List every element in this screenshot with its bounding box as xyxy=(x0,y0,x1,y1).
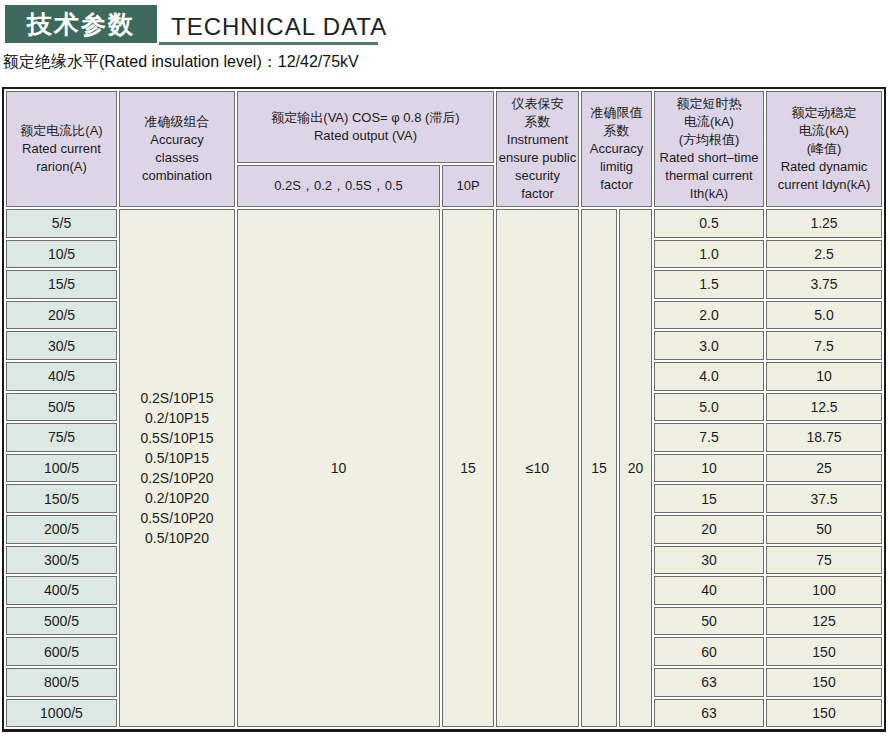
cell-ith: 3.0 xyxy=(654,331,764,360)
table-row: 5/5 0.2S/10P15 0.2/10P15 0.5S/10P15 0.5/… xyxy=(6,209,882,238)
cell-ith: 10 xyxy=(654,454,764,483)
cell-idyn: 50 xyxy=(766,515,882,544)
cell-accuracy-classes: 0.2S/10P15 0.2/10P15 0.5S/10P15 0.5/10P1… xyxy=(119,209,235,727)
cell-idyn: 3.75 xyxy=(766,270,882,299)
cell-ratio: 600/5 xyxy=(6,637,117,666)
cell-idyn: 150 xyxy=(766,668,882,697)
cell-ratio: 400/5 xyxy=(6,576,117,605)
cell-rated-output: 10 xyxy=(237,209,440,727)
cell-ratio: 100/5 xyxy=(6,454,117,483)
cell-ratio: 50/5 xyxy=(6,393,117,422)
cell-idyn: 1.25 xyxy=(766,209,882,238)
cell-ratio: 30/5 xyxy=(6,331,117,360)
cell-limit-factor-15: 15 xyxy=(581,209,617,727)
cell-idyn: 150 xyxy=(766,637,882,666)
cell-ith: 15 xyxy=(654,484,764,513)
cell-idyn: 25 xyxy=(766,454,882,483)
cell-ith: 30 xyxy=(654,546,764,575)
header-dynamic-current: 额定动稳定 电流(kA) (峰值) Rated dynamic current … xyxy=(766,91,882,207)
cell-ith: 63 xyxy=(654,668,764,697)
cell-idyn: 37.5 xyxy=(766,484,882,513)
cell-ratio: 40/5 xyxy=(6,362,117,391)
cell-ratio: 1000/5 xyxy=(6,699,117,728)
cell-ith: 5.0 xyxy=(654,393,764,422)
cell-idyn: 5.0 xyxy=(766,301,882,330)
cell-ratio: 150/5 xyxy=(6,484,117,513)
header-instrument-security-factor: 仪表保安 系数 Instrument ensure public securit… xyxy=(496,91,579,207)
header-output-10p: 10P xyxy=(442,165,494,207)
cell-10p: 15 xyxy=(442,209,494,727)
cell-ratio: 300/5 xyxy=(6,546,117,575)
cell-ith: 0.5 xyxy=(654,209,764,238)
cell-ith: 7.5 xyxy=(654,423,764,452)
cell-ratio: 5/5 xyxy=(6,209,117,238)
page-title-zh: 技术参数 xyxy=(5,5,157,43)
cell-ratio: 10/5 xyxy=(6,240,117,269)
header-output-classes: 0.2S，0.2，0.5S，0.5 xyxy=(237,165,440,207)
cell-ith: 1.0 xyxy=(654,240,764,269)
cell-idyn: 125 xyxy=(766,607,882,636)
cell-ith: 40 xyxy=(654,576,764,605)
cell-idyn: 10 xyxy=(766,362,882,391)
cell-ratio: 20/5 xyxy=(6,301,117,330)
cell-idyn: 12.5 xyxy=(766,393,882,422)
cell-idyn: 100 xyxy=(766,576,882,605)
cell-idyn: 2.5 xyxy=(766,240,882,269)
cell-ith: 4.0 xyxy=(654,362,764,391)
cell-idyn: 75 xyxy=(766,546,882,575)
cell-ith: 2.0 xyxy=(654,301,764,330)
cell-instrument-factor: ≤10 xyxy=(496,209,579,727)
header-short-time-thermal-current: 额定短时热 电流(kA) (方均根值) Rated short–time the… xyxy=(654,91,764,207)
cell-ith: 20 xyxy=(654,515,764,544)
cell-ith: 1.5 xyxy=(654,270,764,299)
cell-idyn: 18.75 xyxy=(766,423,882,452)
cell-ratio: 75/5 xyxy=(6,423,117,452)
header-rated-current-ratio: 额定电流比(A) Rated current rarion(A) xyxy=(6,91,117,207)
title-underline xyxy=(159,42,378,45)
cell-ratio: 800/5 xyxy=(6,668,117,697)
cell-ith: 50 xyxy=(654,607,764,636)
cell-ratio: 500/5 xyxy=(6,607,117,636)
cell-idyn: 7.5 xyxy=(766,331,882,360)
page-title-en: TECHNICAL DATA xyxy=(171,13,387,41)
cell-ratio: 15/5 xyxy=(6,270,117,299)
cell-limit-factor-20: 20 xyxy=(619,209,652,727)
cell-ratio: 200/5 xyxy=(6,515,117,544)
technical-data-table: 额定电流比(A) Rated current rarion(A) 准确级组合 A… xyxy=(2,87,886,732)
insulation-level-note: 额定绝缘水平(Rated insulation level)：12/42/75k… xyxy=(3,52,359,73)
header-accuracy-limit-factor: 准确限值 系数 Accuracy limitig factor xyxy=(581,91,652,207)
header-accuracy-classes: 准确级组合 Accuracy classes combination xyxy=(119,91,235,207)
cell-ith: 60 xyxy=(654,637,764,666)
header-rated-output: 额定输出(VA) COS= φ 0.8 (滞后) Rated output (V… xyxy=(237,91,494,163)
cell-ith: 63 xyxy=(654,699,764,728)
cell-idyn: 150 xyxy=(766,699,882,728)
